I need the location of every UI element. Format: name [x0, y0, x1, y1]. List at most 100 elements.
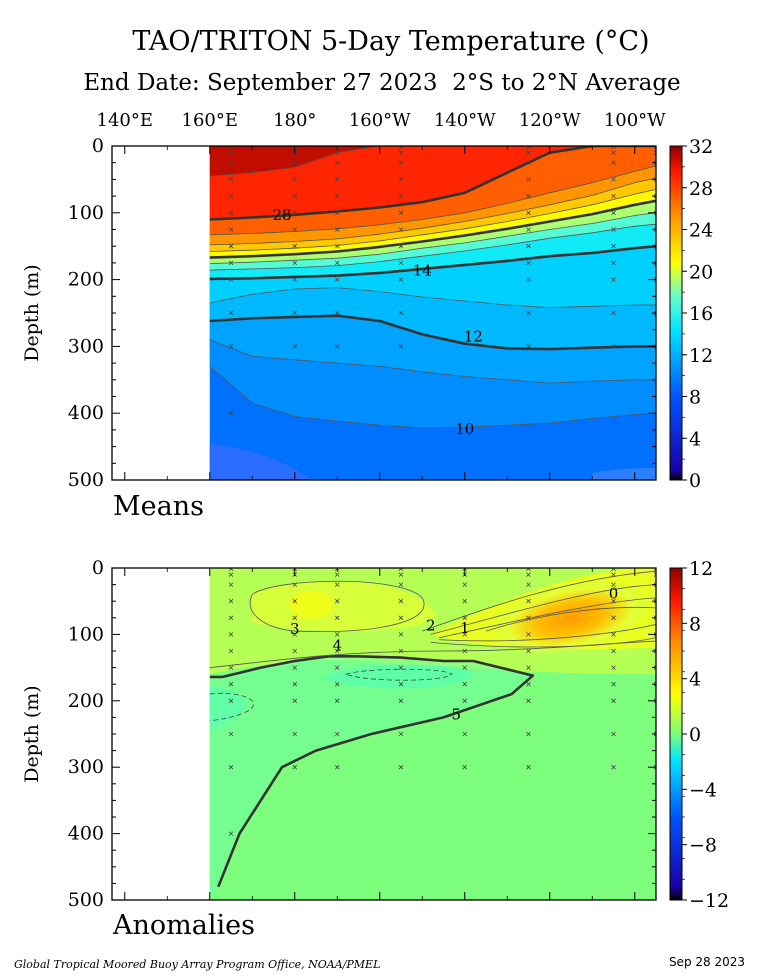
means-sample-point [228, 227, 234, 232]
anomaly-sample-point [292, 731, 298, 737]
anomaly-contour [422, 570, 656, 632]
means-sample-point [611, 210, 616, 216]
anomaly-temperature-field [209, 568, 656, 900]
means-isotherm [209, 212, 656, 264]
means-sample-point [398, 260, 404, 266]
anomaly-negative-contour [209, 692, 255, 722]
means-contour-label: 12 [464, 328, 483, 346]
means-band [209, 166, 656, 245]
means-sample-point [228, 193, 234, 199]
means-sample-points [228, 146, 656, 416]
anomaly-band [209, 656, 533, 900]
colorbar-scale [669, 145, 683, 481]
colorbar-tick-label: 0 [689, 724, 701, 746]
anomaly-zero-contour [209, 655, 535, 888]
means-sample-point [653, 227, 656, 232]
means-band [209, 287, 656, 350]
means-sample-point [611, 177, 616, 182]
means-sample-point [611, 160, 616, 165]
means-band [209, 189, 656, 258]
anomaly-sample-point [462, 632, 468, 637]
means-band [592, 467, 656, 480]
means-sample-point [611, 150, 616, 155]
y-tick-label: 200 [68, 269, 104, 291]
anomaly-sample-point [462, 648, 468, 654]
means-isotherm [209, 244, 656, 281]
anomaly-contour-lines [209, 570, 656, 888]
y-tick-label: 0 [92, 557, 104, 579]
means-sample-point [334, 260, 340, 266]
colorbar-tick-label: 0 [689, 470, 701, 492]
means-sample-point [526, 177, 531, 182]
anomaly-sample-point [398, 681, 404, 687]
anomaly-sample-point [334, 764, 340, 770]
anomaly-band [289, 590, 334, 619]
anomaly-contour-label: 3 [290, 620, 300, 638]
means-isotherm [209, 366, 656, 429]
anomaly-sample-point [292, 632, 298, 637]
colorbar-tick-label: 24 [689, 220, 713, 242]
anomaly-sample-point [526, 731, 531, 737]
anomaly-sample-point [398, 764, 404, 770]
means-sample-point [653, 177, 656, 182]
anomaly-sample-point [398, 698, 404, 704]
anomaly-sample-point [462, 665, 468, 670]
means-sample-point [526, 310, 531, 316]
means-isotherm-lines [209, 146, 656, 429]
anomaly-sample-point [228, 648, 234, 654]
anomaly-contour-label: 0 [609, 585, 619, 603]
means-band [209, 443, 312, 480]
colorbar-tick-label: −8 [689, 835, 717, 857]
means-band [209, 315, 656, 384]
anomaly-band [252, 580, 436, 632]
anomaly-contour [439, 624, 656, 642]
means-sample-point [398, 243, 404, 249]
means-sample-point [292, 210, 298, 216]
colorbar-tick-label: 8 [689, 613, 701, 635]
means-contour-labels: 28 14 12 10 [272, 206, 482, 438]
means-sample-point [334, 160, 340, 165]
means-sample-point [526, 344, 531, 349]
anomaly-sample-point [653, 632, 656, 637]
x-tick-label: 120°W [519, 110, 581, 131]
means-sample-point [228, 177, 234, 182]
anomaly-sample-point [398, 615, 404, 621]
anomaly-sample-point [526, 632, 531, 637]
means-sample-point [334, 227, 340, 232]
anomaly-sample-point [526, 598, 531, 604]
means-sample-point [292, 344, 298, 349]
colorbar-scale [669, 567, 683, 901]
means-band [209, 246, 656, 308]
anomaly-sample-point [526, 568, 531, 571]
means-sample-point [292, 243, 298, 249]
means-sample-point [526, 193, 531, 199]
anomaly-sample-point [334, 572, 340, 577]
anomaly-sample-point [334, 598, 340, 604]
anomaly-x-axis [124, 568, 636, 900]
anomaly-sample-point [526, 665, 531, 670]
anomaly-sample-point [462, 582, 468, 587]
means-isotherm [209, 223, 656, 271]
anomaly-sample-point [653, 615, 656, 621]
colorbar-tick-label: −12 [689, 890, 729, 912]
anomaly-sample-point [526, 698, 531, 704]
anomaly-sample-point [334, 681, 340, 687]
means-band [209, 146, 656, 235]
means-sample-point [228, 310, 234, 316]
means-sample-point [526, 260, 531, 266]
means-sample-point [292, 260, 298, 266]
anomaly-sample-point [653, 568, 656, 571]
anomaly-sample-point [526, 764, 531, 770]
colorbar-tick-label: 32 [689, 136, 713, 158]
anomaly-band [492, 580, 650, 655]
means-sample-point [398, 210, 404, 216]
anomaly-sample-point [611, 572, 616, 577]
anomaly-sample-point [462, 615, 468, 621]
anomaly-sample-point [611, 764, 616, 770]
anomaly-sample-point [228, 572, 234, 577]
anomaly-sample-point [398, 572, 404, 577]
x-tick-label: 140°E [97, 110, 154, 131]
y-tick-label: 500 [68, 469, 104, 491]
anomaly-sample-point [398, 568, 404, 571]
anomaly-sample-point [462, 681, 468, 687]
